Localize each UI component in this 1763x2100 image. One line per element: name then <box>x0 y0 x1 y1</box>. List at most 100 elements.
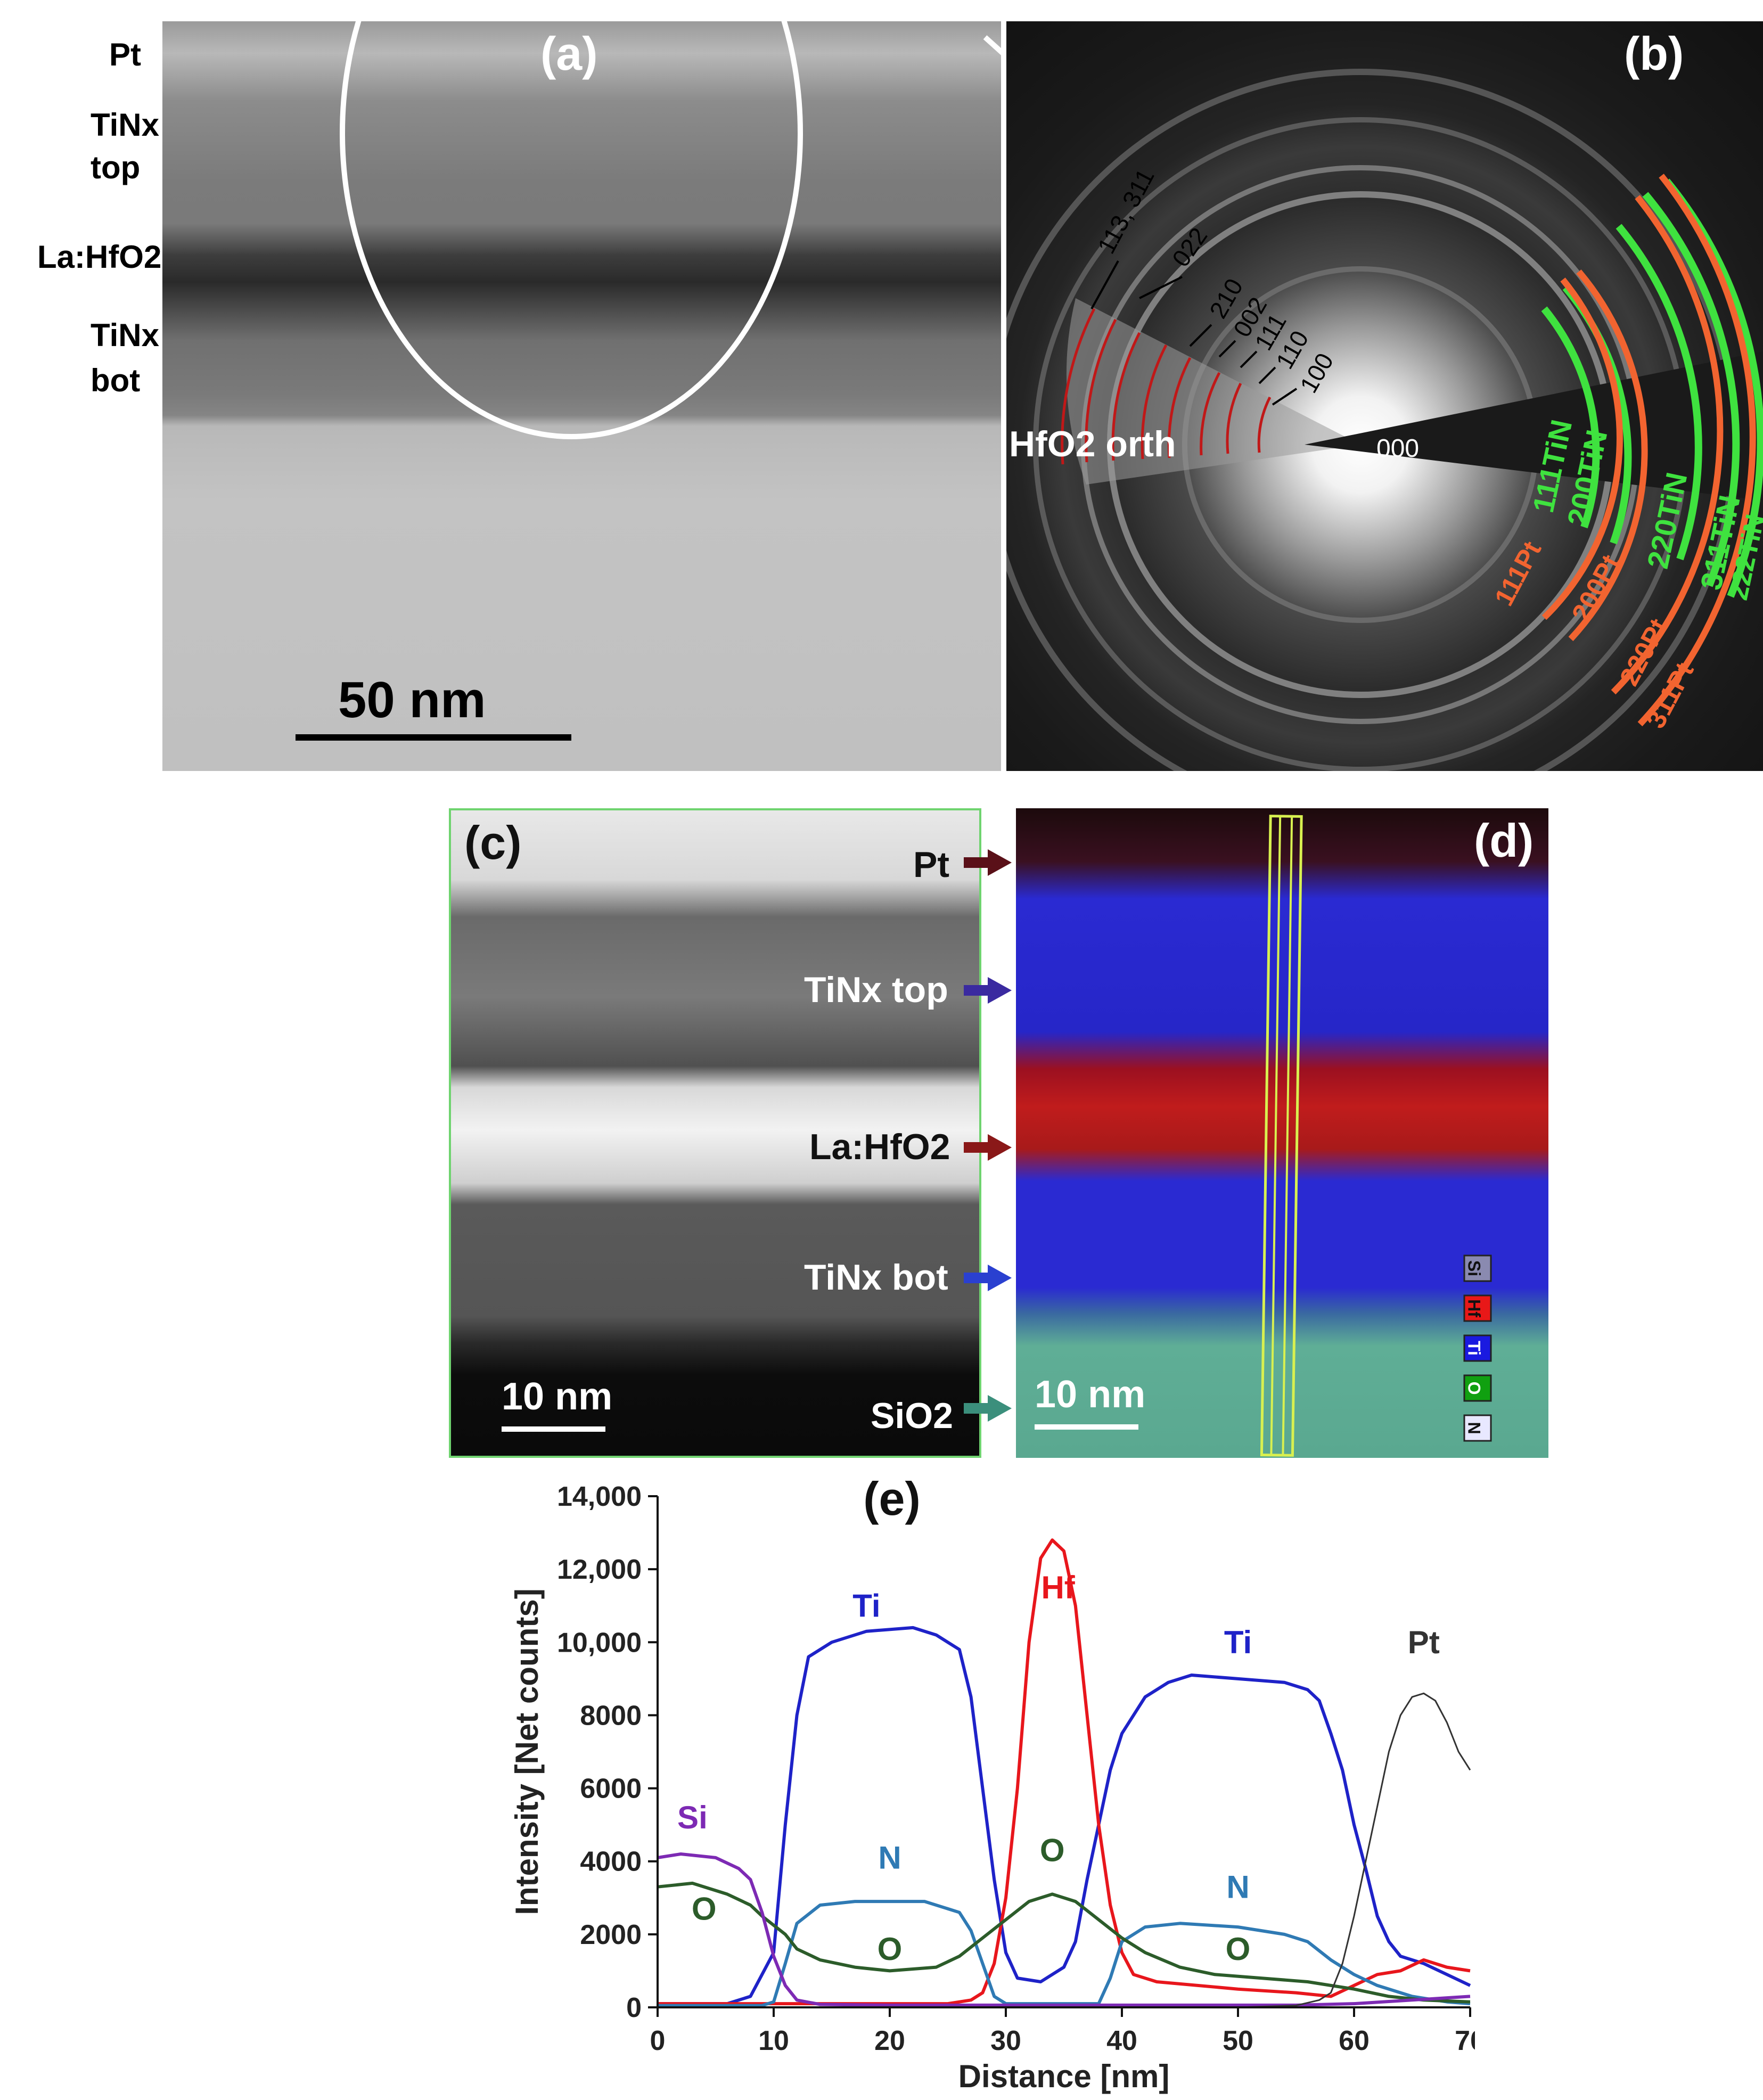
layer-label-d-pt: Pt <box>913 844 949 885</box>
hfo2-arc <box>1085 318 1117 463</box>
hfo2-arc <box>1061 308 1096 465</box>
x-tick-label: 60 <box>1339 2025 1370 2056</box>
layer-label-d-tinx-bot: TiNx bot <box>804 1257 948 1298</box>
panel-e-line-profile-chart: (e) 0 10 20 30 40 50 60 70 0 2000 4000 6000 8000 10,0… <box>509 1472 1475 2094</box>
panel-c-label: (c) <box>464 816 522 869</box>
line-profile-box <box>1260 815 1303 1457</box>
panel-c-scale-bar-label: 10 nm <box>502 1375 613 1418</box>
arrow-pt <box>964 849 1012 876</box>
y-axis-title: Intensity [Net counts] <box>509 1588 545 1915</box>
series-line-si <box>657 1852 1471 2007</box>
layer-label-tinx-bot: TiNx <box>91 317 159 353</box>
pt-ring-arcs <box>1541 174 1756 727</box>
x-tick-label: 10 <box>758 2025 789 2056</box>
layer-arrows <box>964 849 1012 1422</box>
panel-d-edx-map: Si Hf Ti O N (d) 10 nm <box>1016 808 1548 1458</box>
axis-ticks: 0 10 20 30 40 50 60 70 0 2000 4000 6000 8000 10,000 12… <box>557 1481 1475 2056</box>
series-line-hf <box>658 1538 1471 2006</box>
x-tick-label: 30 <box>990 2025 1021 2056</box>
annotation-ti: Ti <box>852 1588 880 1623</box>
reflection-leaders <box>1090 260 1298 406</box>
panel-a-tem-image: (a) 50 nm <box>162 21 1001 771</box>
annotation-o: O <box>692 1891 717 1926</box>
x-tick-label: 40 <box>1106 2025 1137 2056</box>
series-line-pt <box>658 1692 1471 2008</box>
panel-d-label: (d) <box>1474 814 1534 867</box>
legend-ti-swatch <box>1463 1334 1492 1362</box>
arrow-tinx-bot <box>964 1265 1012 1291</box>
layer-label-top: top <box>91 150 141 185</box>
layer-label-d-tinx-top: TiNx top <box>804 970 948 1010</box>
annotation-o: O <box>878 1931 903 1967</box>
diffraction-area-circle <box>340 21 803 439</box>
hfo2-arc <box>1226 382 1242 454</box>
hfo2-arc <box>1257 396 1272 453</box>
arrow-la-hfo2 <box>964 1134 1012 1161</box>
y-tick-label: 2000 <box>580 1919 642 1950</box>
annotation-ti: Ti <box>1224 1625 1252 1660</box>
layer-label-d-la-hfo2: La:HfO2 <box>809 1127 950 1167</box>
layer-label-bot: bot <box>91 363 141 398</box>
panel-a-overlay <box>296 21 803 741</box>
legend-n-swatch <box>1463 1414 1492 1442</box>
panel-d-overlay: Si Hf Ti O N <box>1035 815 1492 1457</box>
hfo2-orth-label: HfO2 orth <box>1009 424 1176 464</box>
center-spot-label: 000 <box>1376 434 1420 463</box>
x-tick-label: 50 <box>1223 2025 1253 2056</box>
pt-arc-200 <box>1568 269 1648 642</box>
legend-si-swatch <box>1463 1254 1492 1282</box>
series-line-ti <box>658 1626 1471 2006</box>
hfo2-arc <box>1141 344 1168 460</box>
y-tick-label: 4000 <box>580 1847 642 1877</box>
legend-si-label: Si <box>1465 1260 1484 1276</box>
tin-arc-220 <box>1616 224 1702 561</box>
arrow-sio2 <box>964 1395 1012 1422</box>
panel-b-label: (b) <box>1624 27 1684 80</box>
legend-hf-label: Hf <box>1465 1299 1484 1317</box>
pt-arc-111 <box>1541 277 1623 620</box>
panel-a-label: (a) <box>540 27 598 80</box>
legend-o-swatch <box>1463 1374 1492 1402</box>
scale-bar-label: 50 nm <box>338 671 486 728</box>
y-tick-label: 14,000 <box>557 1481 642 1512</box>
hfo2-arc <box>1111 332 1141 461</box>
x-tick-label: 20 <box>874 2025 905 2056</box>
y-tick-label: 6000 <box>580 1774 642 1804</box>
legend-ti-label: Ti <box>1465 1341 1484 1356</box>
hfo2-sector <box>1066 298 1360 485</box>
legend-n-label: N <box>1465 1422 1484 1434</box>
panel-b-diffraction-image: (b) HfO2 orth 000 113, 311 022 210 002 1… <box>1006 21 1763 771</box>
y-tick-label: 10,000 <box>557 1627 642 1658</box>
panel-c-haadf-image: (c) 10 nm <box>449 808 981 1458</box>
annotation-pt: Pt <box>1408 1625 1440 1660</box>
line-profile-box-inner <box>1270 815 1293 1457</box>
layer-label-pt: Pt <box>109 37 141 72</box>
panel-d-scale-bar-label: 10 nm <box>1035 1373 1146 1416</box>
y-tick-label: 0 <box>626 1992 642 2023</box>
annotation-o: O <box>1040 1833 1065 1868</box>
panel-e-label: (e) <box>863 1472 921 1525</box>
panel-b-overlay <box>1006 69 1763 771</box>
pt-arc-220 <box>1611 195 1724 695</box>
series-line-o <box>657 1881 1471 2004</box>
hfo2-arc <box>1167 357 1192 458</box>
beam-stop <box>1305 351 1763 501</box>
legend-hf-swatch <box>1463 1294 1492 1322</box>
annotation-si: Si <box>677 1800 708 1835</box>
annotation-n: N <box>1226 1869 1249 1905</box>
tin-arc-311 <box>1642 192 1740 587</box>
arrow-tinx-top <box>964 977 1012 1004</box>
annotation-o: O <box>1226 1931 1251 1967</box>
pt-arc-311 <box>1637 174 1756 727</box>
y-tick-label: 8000 <box>580 1700 642 1731</box>
layer-label-tinx-top: TiNx <box>91 107 159 143</box>
tin-arc-111 <box>1541 306 1600 529</box>
hfo2-arc <box>1200 372 1221 456</box>
annotation-hf: Hf <box>1041 1570 1075 1605</box>
layer-label-la-hfo2: La:HfO2 <box>37 239 162 275</box>
profile-lines <box>657 1538 1471 2008</box>
y-tick-label: 12,000 <box>557 1554 642 1585</box>
hfo2-reflection-arcs <box>1061 308 1272 465</box>
legend-o-label: O <box>1465 1382 1484 1395</box>
